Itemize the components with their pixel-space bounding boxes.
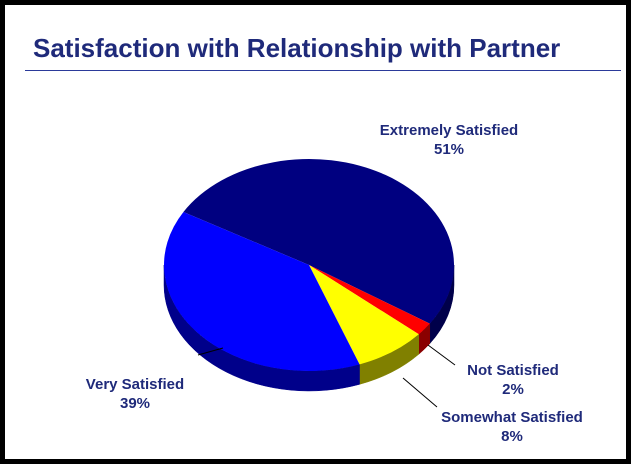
- pie-slice-0: [183, 158, 455, 324]
- pie-slice-3: [163, 212, 360, 372]
- pie-sides-group: [163, 264, 455, 392]
- pie-slice-1: [309, 265, 430, 335]
- pie-label-percent-0: 51%: [434, 141, 464, 158]
- pie-slice-2: [309, 265, 419, 365]
- pie-label-name-2: Somewhat Satisfied: [441, 409, 583, 426]
- pie-label-percent-1: 2%: [502, 381, 524, 398]
- pie-leader-lines-group: [197, 344, 456, 408]
- leader-line-1: [427, 344, 456, 366]
- pie-label-name-0: Extremely Satisfied: [380, 122, 518, 139]
- pie-labels-group: Extremely Satisfied 51% Not Satisfied 2% Som…: [86, 122, 583, 445]
- chart-title: Satisfaction with Relationship with Part…: [33, 33, 561, 63]
- title-divider: [25, 70, 621, 71]
- pie-label-name-3: Very Satisfied: [86, 376, 184, 393]
- leader-line-3: [197, 347, 224, 356]
- slide-frame: Satisfaction with Relationship with Part…: [5, 5, 626, 459]
- pie-label-name-1: Not Satisfied: [467, 362, 559, 379]
- pie-label-percent-3: 39%: [120, 395, 150, 412]
- leader-line-2: [402, 377, 438, 408]
- pie-slices-group: [163, 158, 455, 372]
- pie-label-percent-2: 8%: [501, 428, 523, 445]
- pie-chart: Extremely Satisfied 51% Not Satisfied 2% Som…: [86, 122, 583, 445]
